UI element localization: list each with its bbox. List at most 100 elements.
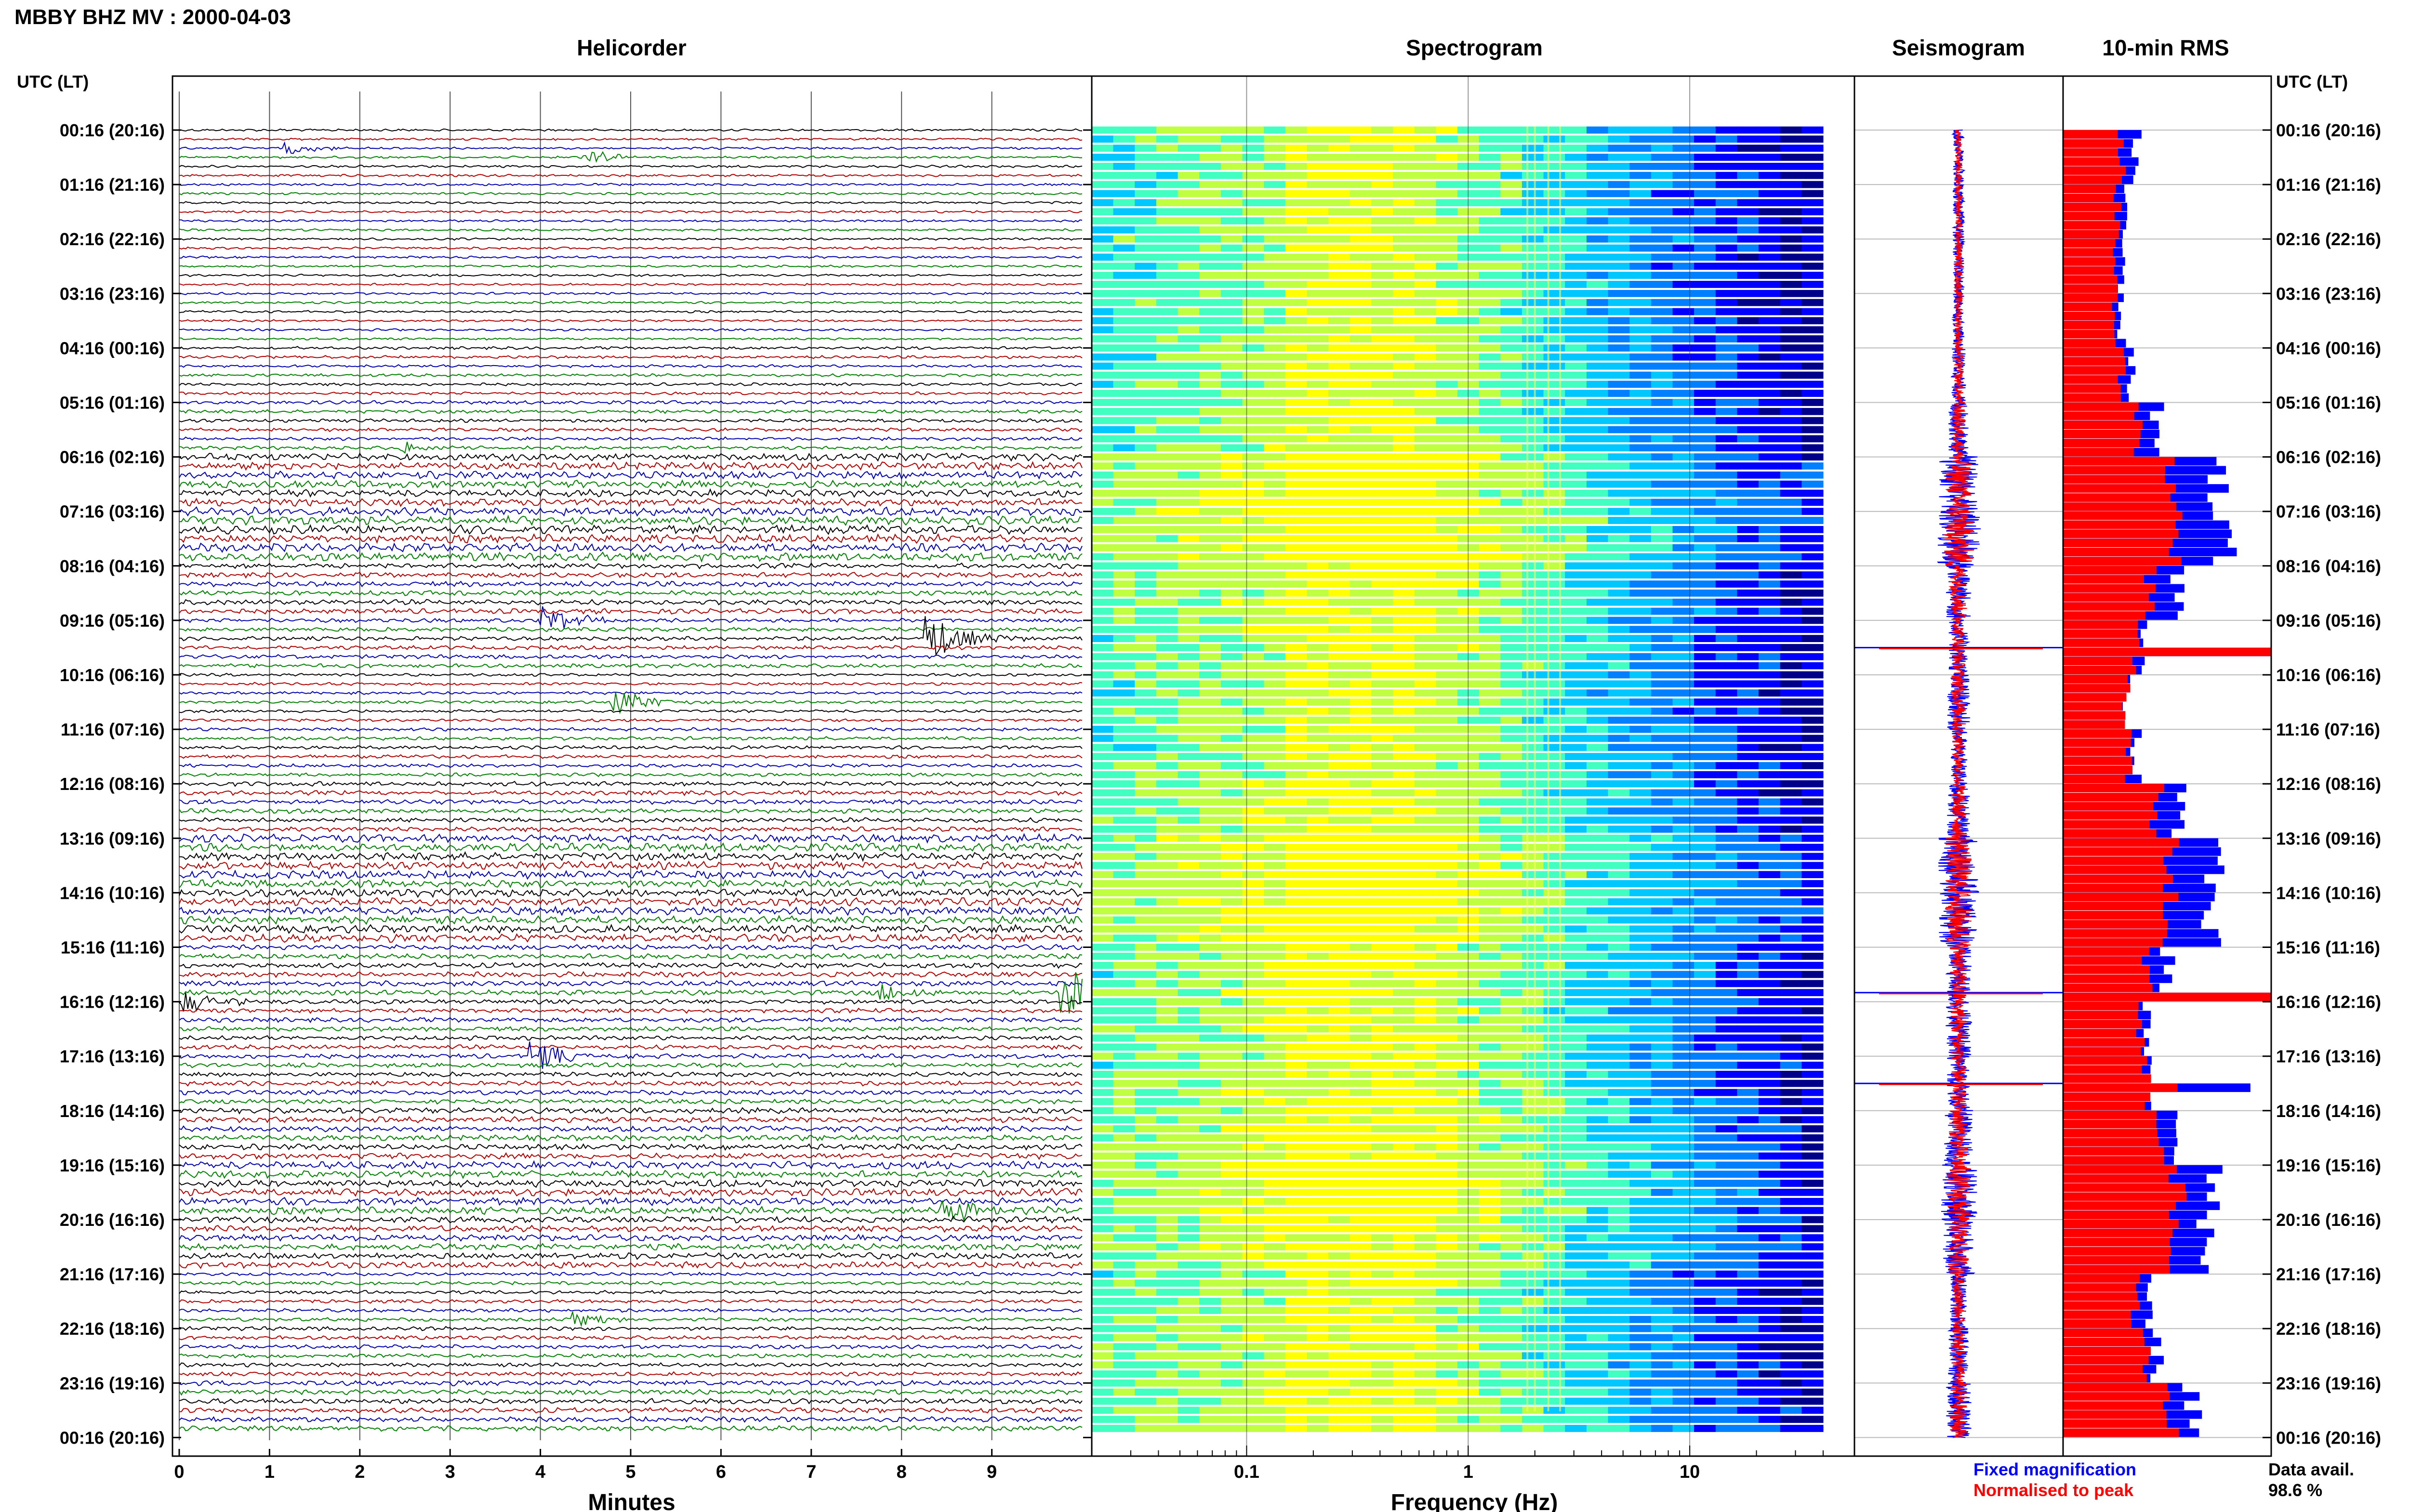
- spectrogram-cell: [1285, 526, 1307, 533]
- helicorder-trace: [179, 962, 1083, 969]
- spectrogram-cell: [1479, 1252, 1501, 1260]
- spectrogram-cell: [1565, 1315, 1587, 1323]
- spectrogram-cell: [1780, 489, 1802, 497]
- spectrogram-cell: [1371, 317, 1393, 325]
- spectrogram-cell: [1608, 1052, 1630, 1060]
- spectrogram-cell: [1113, 944, 1135, 951]
- spectrogram-cell: [1608, 535, 1630, 542]
- spectrogram-cell: [1780, 689, 1802, 697]
- spectrogram-cell: [1414, 998, 1436, 1005]
- spectrogram-cell: [1608, 1098, 1630, 1105]
- spectrogram-cell: [1801, 944, 1824, 951]
- spectrogram-cell: [1801, 399, 1824, 406]
- spectrogram-cell: [1414, 281, 1436, 288]
- spectrogram-cell: [1436, 399, 1458, 406]
- spectrogram-cell: [1500, 807, 1522, 815]
- spectrogram-cell: [1156, 417, 1178, 424]
- spectrogram-cell: [1737, 807, 1759, 815]
- spectrogram-cell: [1543, 961, 1565, 969]
- spectrogram-cell: [1156, 1197, 1178, 1205]
- spectrogram-cell: [1328, 907, 1350, 915]
- spectrogram-cell: [1199, 762, 1221, 769]
- spectrogram-cell: [1436, 689, 1458, 697]
- spectrogram-cell: [1220, 1098, 1243, 1105]
- spectrogram-cell: [1436, 299, 1458, 306]
- spectrogram-cell: [1328, 807, 1350, 815]
- spectrogram-cell: [1285, 716, 1307, 724]
- spectrogram-cell: [1500, 744, 1522, 751]
- spectrogram-cell: [1393, 807, 1415, 815]
- spectrogram-cell: [1135, 1270, 1157, 1278]
- spectrogram-cell: [1371, 1170, 1393, 1178]
- spectrogram-cell: [1608, 843, 1630, 851]
- spectrogram-cell: [1780, 1170, 1802, 1178]
- spectrogram-cell: [1801, 971, 1824, 978]
- spectrogram-cell: [1586, 898, 1609, 906]
- spectrogram-cell: [1801, 644, 1824, 651]
- spectrogram-cell: [1565, 308, 1587, 316]
- helicorder-trace: [179, 346, 1083, 350]
- spectrogram-cell: [1199, 789, 1221, 797]
- spectrogram-cell: [1328, 480, 1350, 488]
- spectrogram-cell: [1801, 272, 1824, 279]
- spectrogram-cell: [1801, 1225, 1824, 1233]
- spectrogram-cell: [1135, 535, 1157, 542]
- spectrogram-cell: [1737, 289, 1759, 297]
- spectrogram-cell: [1608, 1307, 1630, 1314]
- spectrogram-cell: [1629, 1298, 1652, 1305]
- spectrogram-cell: [1156, 598, 1178, 606]
- spectrogram-cell: [1199, 381, 1221, 388]
- spectrogram-cell: [1543, 617, 1565, 624]
- spectrogram-cell: [1285, 989, 1307, 997]
- spectrogram-cell: [1220, 145, 1243, 152]
- spectrogram-cell: [1608, 1079, 1630, 1087]
- spectrogram-cell: [1565, 571, 1587, 579]
- spectrogram-cell: [1694, 1334, 1716, 1341]
- spectrogram-cell: [1672, 735, 1694, 742]
- spectrogram-cell: [1156, 517, 1178, 524]
- spectrogram-cell: [1629, 898, 1652, 906]
- spectrogram-cell: [1715, 934, 1737, 942]
- spectrogram-cell: [1371, 952, 1393, 960]
- spectrogram-cell: [1672, 834, 1694, 842]
- spectrogram-cell: [1178, 1315, 1200, 1323]
- spectrogram-cell: [1307, 1071, 1329, 1078]
- spectrogram-cell: [1500, 1007, 1522, 1014]
- helicorder-trace: [179, 1035, 1083, 1041]
- spectrogram-cell: [1500, 1207, 1522, 1214]
- spectrogram-cell: [1759, 680, 1781, 688]
- spectrogram-cell: [1092, 1279, 1114, 1287]
- spectrogram-cell: [1092, 1325, 1114, 1332]
- spectrogram-cell: [1479, 961, 1501, 969]
- spectrogram-cell: [1780, 408, 1802, 415]
- spectrogram-cell: [1780, 816, 1802, 824]
- spectrogram-cell: [1629, 671, 1652, 679]
- helicorder-trace: [179, 524, 1083, 535]
- spectrogram-cell: [1672, 199, 1694, 207]
- spectrogram-cell: [1586, 190, 1609, 197]
- spectrogram-cell: [1543, 235, 1565, 243]
- spectrogram-cell: [1113, 698, 1135, 706]
- spectrogram-cell: [1113, 989, 1135, 997]
- spectrogram-cell: [1220, 780, 1243, 788]
- helicorder-trace: [179, 691, 1083, 695]
- spectrogram-cell: [1651, 807, 1673, 815]
- spectrogram-cell: [1156, 771, 1178, 778]
- spectrogram-cell: [1694, 1034, 1716, 1042]
- spectrogram-cell: [1178, 263, 1200, 270]
- spectrogram-cell: [1629, 862, 1652, 869]
- spectrogram-cell: [1393, 689, 1415, 697]
- spectrogram-cell: [1651, 381, 1673, 388]
- spectrogram-cell: [1801, 1107, 1824, 1115]
- spectrogram-cell: [1113, 1243, 1135, 1250]
- spectrogram-cell: [1780, 308, 1802, 316]
- spectrogram-cell: [1780, 580, 1802, 588]
- spectrogram-cell: [1199, 880, 1221, 887]
- spectrogram-cell: [1199, 499, 1221, 506]
- helicorder-trace: [179, 1089, 1083, 1096]
- spectrogram-cell: [1672, 1116, 1694, 1123]
- spectrogram-cell: [1629, 1189, 1652, 1196]
- spectrogram-cell: [1242, 1089, 1264, 1096]
- spectrogram-cell: [1479, 308, 1501, 316]
- spectrogram-cell: [1285, 344, 1307, 352]
